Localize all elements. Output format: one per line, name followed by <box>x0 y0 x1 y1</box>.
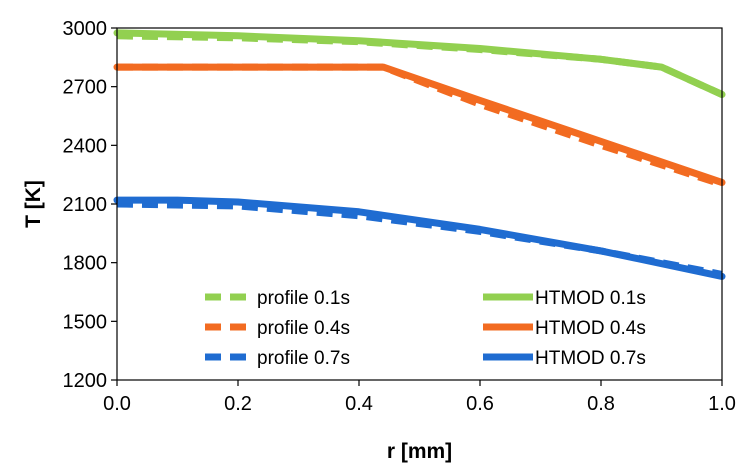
x-tick-label: 0.2 <box>224 393 252 415</box>
x-tick-label: 0.6 <box>466 393 494 415</box>
legend-item: HTMOD 0.4s <box>483 318 646 339</box>
x-tick-label: 0.8 <box>587 393 615 415</box>
legend-label: HTMOD 0.7s <box>535 348 646 369</box>
y-tick-label: 2400 <box>63 135 108 157</box>
legend-label: profile 0.7s <box>257 348 350 369</box>
y-tick-label: 2700 <box>63 77 108 99</box>
legend-item: profile 0.7s <box>205 348 350 369</box>
legend-item: HTMOD 0.7s <box>483 348 646 369</box>
x-tick-label: 0.0 <box>103 393 131 415</box>
series-group <box>113 29 726 280</box>
legend-label: profile 0.1s <box>257 288 350 309</box>
y-axis-title: T [K] <box>22 180 45 228</box>
series-line-htmod-1 <box>113 29 726 98</box>
legend: profile 0.1s profile 0.4s profile 0.7s HTMO… <box>205 288 646 369</box>
legend-item: profile 0.4s <box>205 318 350 339</box>
x-tick-label: 0.4 <box>345 393 373 415</box>
x-axis-title: r [mm] <box>387 440 452 463</box>
y-tick-label: 1200 <box>63 370 108 392</box>
legend-label: HTMOD 0.1s <box>535 288 646 309</box>
legend-label: profile 0.4s <box>257 318 350 339</box>
series-line-profile-4 <box>116 200 723 278</box>
legend-item: HTMOD 0.1s <box>483 288 646 309</box>
y-tick-label: 3000 <box>63 18 108 40</box>
y-tick-label: 1800 <box>63 253 108 275</box>
y-tick-label: 2100 <box>63 194 108 216</box>
legend-item: profile 0.1s <box>205 288 350 309</box>
legend-label: HTMOD 0.4s <box>535 318 646 339</box>
series-line-htmod-3 <box>113 63 726 186</box>
x-tick-label: 1.0 <box>708 393 736 415</box>
y-tick-label: 1500 <box>63 311 108 333</box>
axes: 1200 1500 1800 2100 2400 2700 3000 0.0 0.2 0.4 0.6… <box>63 18 736 415</box>
series-line-htmod-5 <box>113 196 726 280</box>
series-line-profile-2 <box>117 63 724 188</box>
